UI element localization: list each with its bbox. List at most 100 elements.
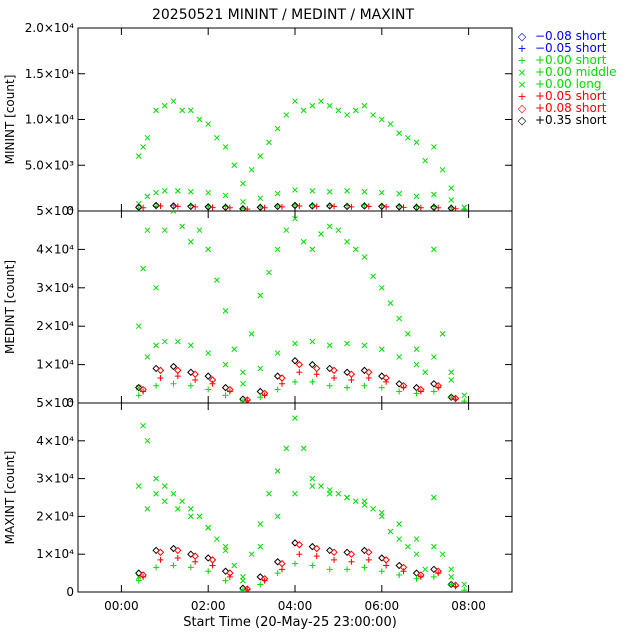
data-point bbox=[135, 153, 142, 159]
data-point bbox=[331, 556, 338, 563]
data-point bbox=[140, 422, 146, 429]
data-point bbox=[187, 238, 194, 245]
data-point bbox=[300, 445, 307, 452]
data-point bbox=[187, 513, 194, 520]
data-point bbox=[396, 190, 403, 197]
data-point bbox=[361, 382, 368, 389]
x-tick-label: 02:00 bbox=[191, 599, 226, 613]
data-point bbox=[222, 192, 229, 199]
data-point bbox=[257, 153, 264, 159]
data-point bbox=[153, 475, 159, 482]
data-point bbox=[192, 558, 199, 565]
data-point bbox=[378, 202, 386, 211]
y-tick-label: 4×10⁴ bbox=[36, 434, 74, 448]
data-point bbox=[365, 375, 372, 382]
data-point bbox=[431, 191, 437, 198]
data-point bbox=[365, 556, 372, 563]
data-point bbox=[361, 342, 368, 349]
data-point bbox=[378, 509, 385, 516]
data-point bbox=[396, 388, 403, 395]
data-point bbox=[170, 562, 177, 569]
data-point bbox=[257, 365, 264, 372]
data-point bbox=[257, 195, 264, 202]
data-points bbox=[135, 415, 468, 592]
data-point bbox=[157, 556, 164, 563]
data-point bbox=[231, 346, 238, 353]
data-point bbox=[205, 386, 212, 393]
data-point bbox=[187, 550, 195, 558]
panel-frame bbox=[77, 210, 513, 404]
data-point bbox=[135, 203, 143, 211]
data-point bbox=[153, 342, 159, 349]
data-point bbox=[326, 188, 333, 195]
data-point bbox=[187, 564, 194, 571]
data-point bbox=[192, 203, 199, 210]
data-point bbox=[396, 521, 403, 527]
data-point bbox=[308, 542, 317, 551]
data-point bbox=[335, 490, 342, 497]
data-point bbox=[240, 369, 246, 376]
data-point bbox=[448, 377, 455, 383]
legend-label: +0.05 short bbox=[535, 89, 607, 103]
data-point bbox=[422, 157, 429, 164]
data-point bbox=[144, 134, 151, 141]
data-point bbox=[205, 350, 212, 356]
data-point bbox=[313, 553, 320, 560]
data-point bbox=[135, 383, 143, 392]
data-point bbox=[417, 204, 424, 211]
data-point bbox=[313, 371, 320, 378]
data-point bbox=[153, 564, 160, 571]
data-point bbox=[222, 307, 229, 314]
data-point bbox=[144, 193, 151, 200]
data-point bbox=[413, 361, 420, 368]
data-point bbox=[214, 536, 220, 542]
data-point bbox=[404, 331, 411, 337]
data-point bbox=[344, 566, 351, 573]
data-point bbox=[274, 468, 281, 474]
data-point bbox=[274, 125, 281, 132]
data-point bbox=[292, 187, 298, 193]
data-point bbox=[187, 188, 194, 195]
data-point bbox=[326, 102, 333, 109]
legend-symbol: ◇ bbox=[518, 102, 527, 115]
data-point bbox=[370, 112, 376, 118]
x-tick-label: 00:00 bbox=[104, 599, 139, 613]
data-point bbox=[221, 383, 230, 392]
data-point bbox=[187, 107, 194, 114]
data-point bbox=[196, 513, 203, 520]
data-point bbox=[448, 369, 455, 376]
data-point bbox=[196, 227, 203, 234]
data-point bbox=[309, 338, 316, 345]
data-point bbox=[156, 548, 165, 557]
legend-label: +0.00 middle bbox=[535, 65, 617, 79]
data-point bbox=[312, 364, 321, 373]
y-tick-label: 2×10⁴ bbox=[36, 319, 74, 333]
data-point bbox=[347, 550, 356, 558]
y-tick-label: 0 bbox=[66, 204, 74, 218]
data-point bbox=[261, 204, 268, 211]
data-point bbox=[387, 528, 394, 535]
legend-symbol: + bbox=[517, 54, 526, 67]
series-g_short bbox=[135, 560, 468, 592]
data-point bbox=[383, 378, 390, 385]
data-point bbox=[291, 201, 299, 210]
data-point bbox=[461, 581, 468, 588]
data-point bbox=[378, 372, 386, 380]
x-tick-label: 06:00 bbox=[365, 599, 400, 613]
data-point bbox=[161, 227, 168, 234]
data-point bbox=[169, 544, 178, 553]
y-tick-label: 4×10⁴ bbox=[36, 242, 74, 256]
data-point bbox=[204, 203, 212, 211]
data-point bbox=[383, 203, 390, 210]
legend-label: +0.08 short bbox=[535, 101, 607, 115]
series-p035 bbox=[135, 201, 455, 211]
panel-maxint: 0 1×10⁴ 2×10⁴ 3×10⁴ 4×10⁴ 5×10⁴ MAXINT [count] bbox=[3, 396, 513, 599]
data-point bbox=[187, 505, 194, 512]
data-point bbox=[365, 203, 372, 210]
y-tick-label: 1×10⁴ bbox=[36, 358, 74, 372]
data-point bbox=[187, 202, 195, 211]
data-point bbox=[361, 564, 368, 571]
data-point bbox=[417, 388, 424, 395]
data-point bbox=[170, 380, 177, 387]
data-point bbox=[179, 223, 186, 230]
